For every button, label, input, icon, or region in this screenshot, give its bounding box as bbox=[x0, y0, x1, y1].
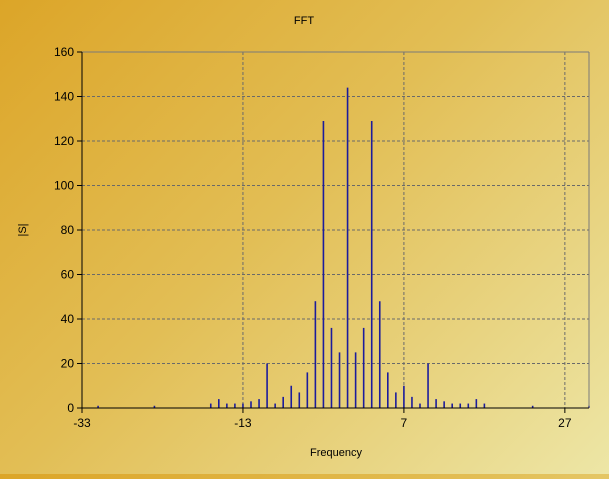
chart-title: FFT bbox=[294, 15, 314, 27]
y-axis-label: |S| bbox=[17, 223, 29, 236]
x-tick-label: 7 bbox=[401, 416, 408, 430]
y-tick-label: 20 bbox=[61, 357, 75, 371]
y-tick-label: 0 bbox=[67, 401, 74, 415]
y-ticks: 0 20 40 60 80 100 120 140 160 bbox=[54, 45, 82, 415]
y-tick-label: 100 bbox=[54, 179, 74, 193]
x-tick-label: -13 bbox=[234, 416, 252, 430]
bars-layer bbox=[97, 87, 590, 408]
y-tick-label: 120 bbox=[54, 134, 74, 148]
axes-layer bbox=[81, 51, 590, 409]
y-tick-label: 80 bbox=[61, 223, 75, 237]
x-tick-label: -33 bbox=[73, 416, 91, 430]
y-tick-label: 40 bbox=[61, 312, 75, 326]
y-tick-label: 60 bbox=[61, 268, 75, 282]
y-tick-label: 140 bbox=[54, 90, 74, 104]
y-tick-label: 160 bbox=[54, 45, 74, 59]
x-axis-label: Frequency bbox=[310, 447, 362, 459]
grid-layer bbox=[82, 51, 589, 408]
x-tick-label: 27 bbox=[558, 416, 572, 430]
x-ticks: -33 -13 7 27 bbox=[73, 408, 572, 430]
